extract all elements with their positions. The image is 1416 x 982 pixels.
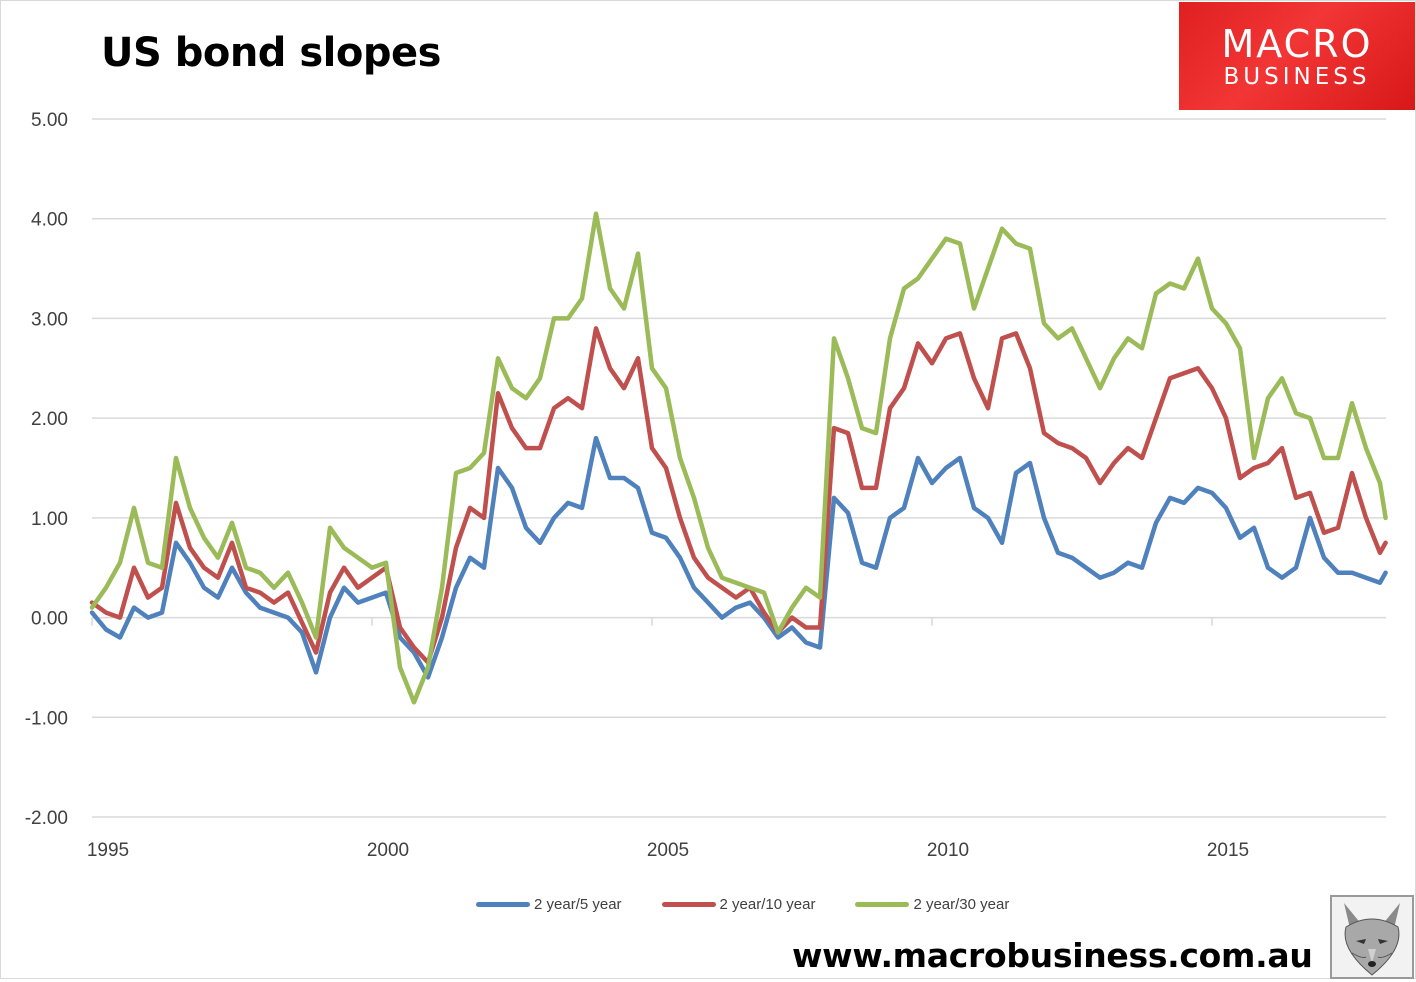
legend-item-2y30y: 2 year/30 year	[855, 896, 1009, 913]
legend-item-2y5y: 2 year/5 year	[476, 896, 622, 913]
legend-swatch-green	[855, 902, 910, 907]
svg-text:2.00: 2.00	[31, 409, 68, 430]
chart-legend: 2 year/5 year 2 year/10 year 2 year/30 y…	[476, 896, 1009, 913]
legend-swatch-blue	[476, 902, 530, 907]
svg-text:1.00: 1.00	[31, 509, 68, 530]
series-lines	[89, 211, 1388, 705]
svg-text:2000: 2000	[367, 840, 409, 861]
svg-text:3.00: 3.00	[31, 309, 68, 330]
gridlines	[91, 118, 1386, 818]
legend-label: 2 year/30 year	[913, 896, 1010, 913]
svg-text:0.00: 0.00	[31, 609, 68, 630]
svg-text:5.00: 5.00	[31, 110, 68, 131]
macrobusiness-logo: MACRO BUSINESS	[1179, 2, 1415, 110]
svg-text:2015: 2015	[1207, 840, 1249, 861]
legend-label: 2 year/10 year	[719, 896, 816, 913]
legend-label: 2 year/5 year	[534, 896, 622, 913]
fox-head-icon	[1330, 895, 1414, 979]
y-axis-labels: 5.00 4.00 3.00 2.00 1.00 0.00 -1.00 -2.00	[25, 110, 68, 829]
svg-text:2010: 2010	[927, 840, 969, 861]
footer-url: www.macrobusiness.com.au	[792, 936, 1313, 975]
legend-item-2y10y: 2 year/10 year	[661, 896, 816, 913]
logo-line-1: MACRO	[1221, 22, 1373, 66]
series-line	[89, 326, 1388, 665]
chart-title: US bond slopes	[101, 30, 441, 76]
legend-swatch-red	[661, 902, 716, 907]
svg-text:-1.00: -1.00	[25, 708, 68, 729]
x-axis-labels: 1995 2000 2005 2010 2015	[87, 840, 1249, 861]
logo-line-2: BUSINESS	[1223, 64, 1371, 90]
series-line	[89, 211, 1388, 705]
svg-text:1995: 1995	[87, 840, 129, 861]
svg-text:4.00: 4.00	[31, 210, 68, 231]
series-line	[89, 435, 1388, 680]
svg-text:-2.00: -2.00	[25, 808, 68, 829]
svg-text:2005: 2005	[647, 840, 689, 861]
